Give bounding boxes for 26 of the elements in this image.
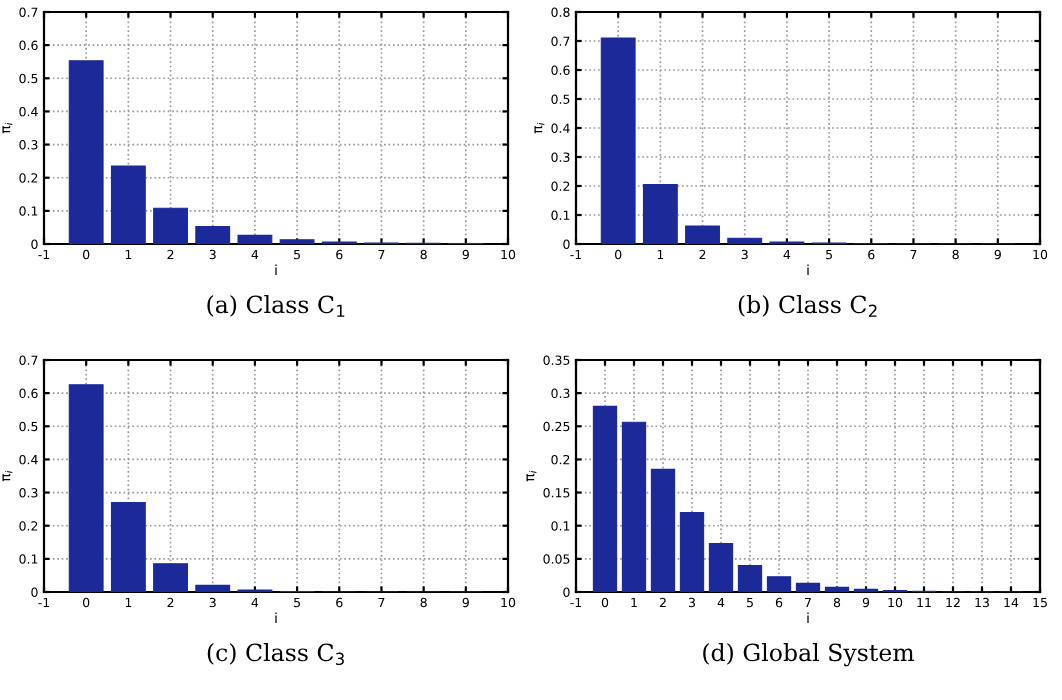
bar xyxy=(600,37,636,244)
bar xyxy=(737,564,763,592)
bar xyxy=(68,384,104,592)
bar xyxy=(110,165,146,244)
bar xyxy=(685,225,720,244)
bar xyxy=(766,576,792,592)
text: (c) Class C$_{3}$ xyxy=(207,643,344,666)
text: (a) Class C$_{1}$ xyxy=(207,295,345,317)
bar xyxy=(153,207,188,244)
bar xyxy=(679,511,705,592)
text: (b) Class C$_{2}$ xyxy=(738,295,877,317)
bar xyxy=(195,225,231,244)
bar xyxy=(153,563,188,592)
bar xyxy=(621,421,647,592)
bar xyxy=(592,405,618,592)
bar xyxy=(650,468,676,592)
bar xyxy=(824,586,850,592)
bar xyxy=(727,237,763,244)
bar xyxy=(642,183,678,244)
bar xyxy=(795,582,821,592)
bar xyxy=(708,543,734,592)
text: (d) Global System xyxy=(703,643,915,667)
bar xyxy=(195,584,231,592)
bar xyxy=(237,234,273,244)
bar xyxy=(68,60,104,244)
bar xyxy=(110,501,146,592)
